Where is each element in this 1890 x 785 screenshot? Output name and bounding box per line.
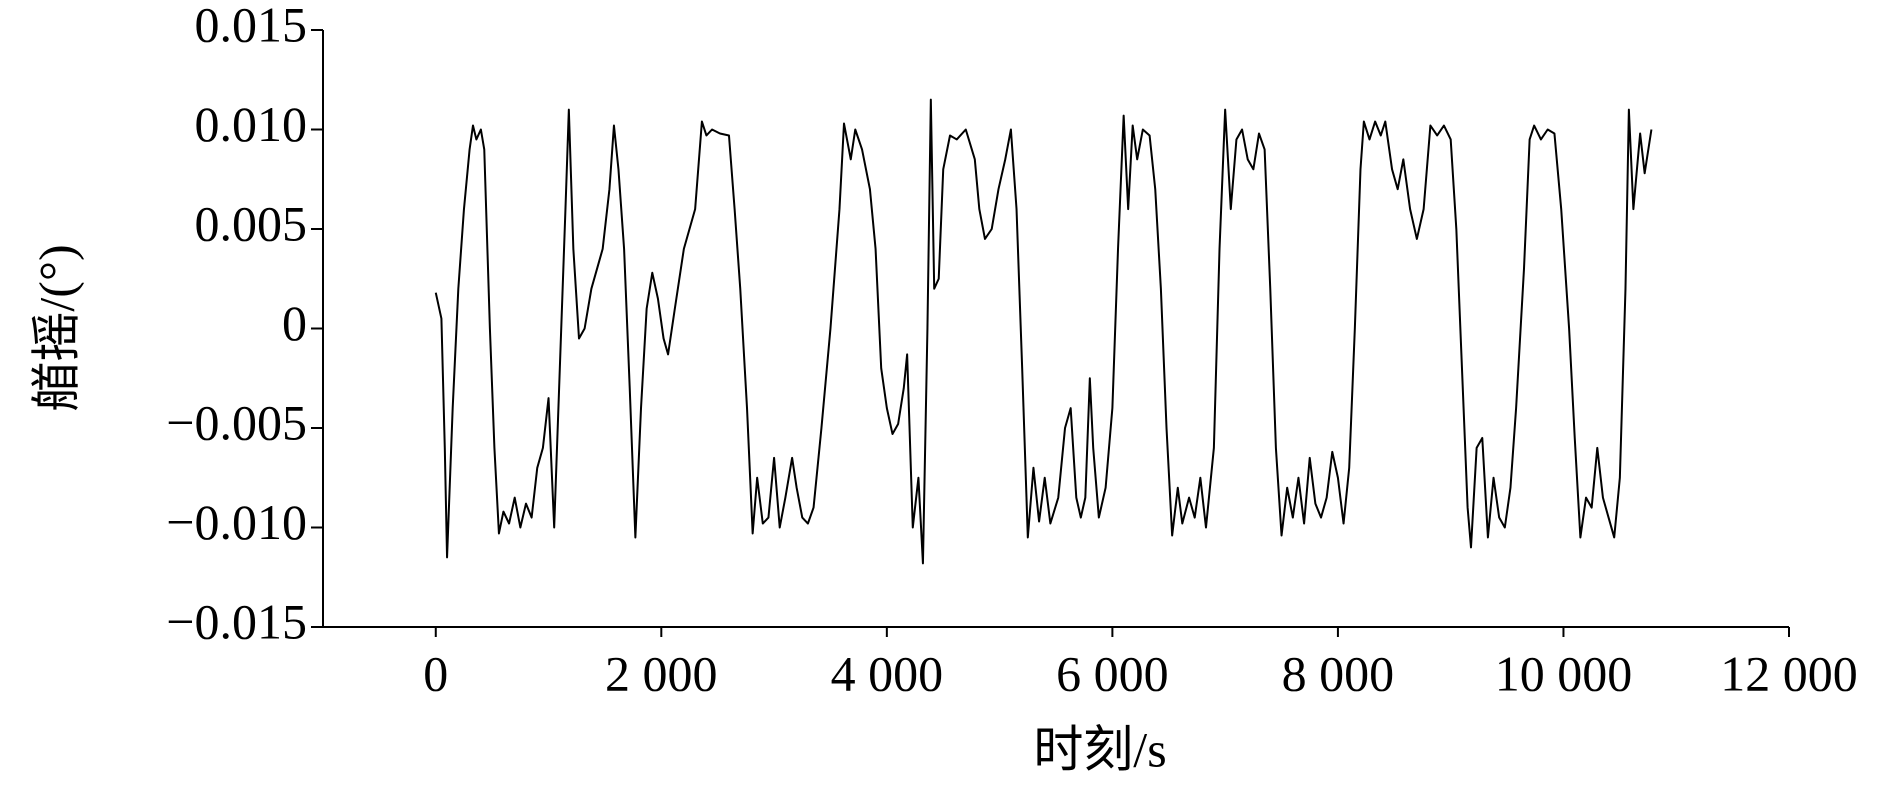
y-tick-label: 0.015 [195,0,308,52]
x-axis-label: 时刻/s [1033,721,1166,777]
y-tick-label: −0.015 [166,593,307,649]
data-line [434,98,1653,565]
y-tick-label: 0.010 [195,96,308,152]
y-axis-label: 艏摇/(°) [28,244,84,411]
x-tick-label: 10 000 [1495,645,1633,701]
y-tick-label: 0 [282,295,307,351]
x-tick-label: 6 000 [1056,645,1169,701]
y-tick-label: −0.010 [166,494,307,550]
x-tick-label: 2 000 [605,645,718,701]
x-tick-label: 4 000 [831,645,944,701]
x-tick-label: 8 000 [1282,645,1395,701]
x-tick-label: 12 000 [1720,645,1858,701]
y-tick-label: 0.005 [195,195,308,251]
y-tick-label: −0.005 [166,394,307,450]
x-tick-label: 0 [423,645,448,701]
